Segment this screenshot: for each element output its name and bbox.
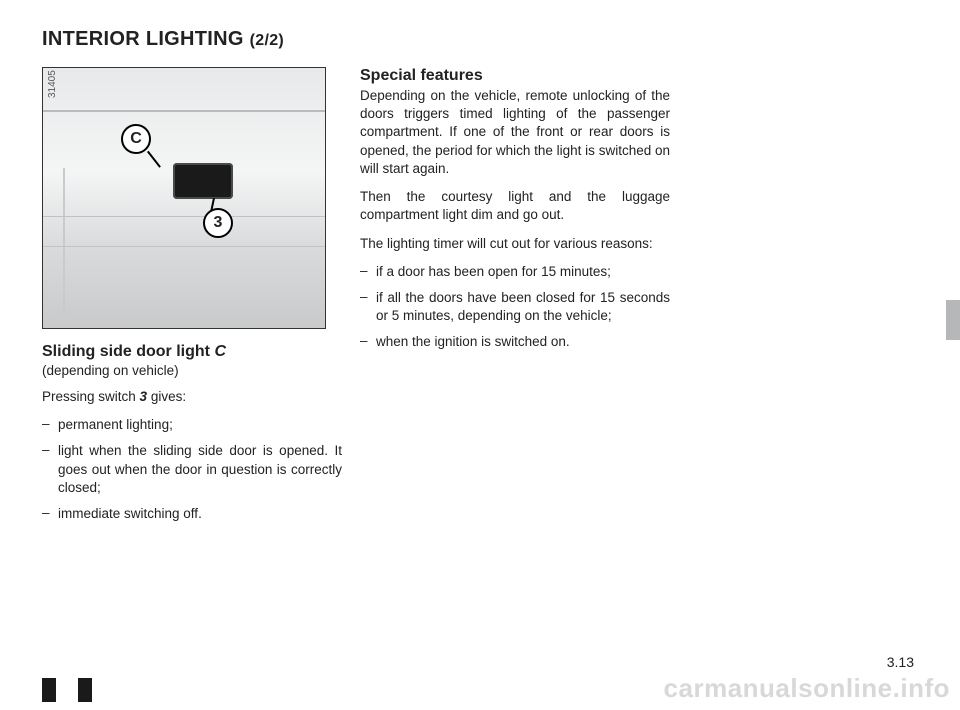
photo-id: 31405 — [47, 70, 58, 98]
content-columns: 31405 C 3 Sliding side door light C (dep… — [42, 67, 918, 531]
page-title: INTERIOR LIGHTING (2/2) — [42, 28, 918, 51]
dash: – — [360, 263, 376, 281]
press-post: gives: — [147, 389, 186, 404]
dash: – — [42, 505, 58, 523]
right-bullets: –if a door has been open for 15 minutes;… — [360, 263, 670, 352]
list-item: –if a door has been open for 15 minutes; — [360, 263, 670, 281]
title-main: INTERIOR LIGHTING — [42, 28, 244, 50]
print-mark — [42, 678, 56, 702]
print-marks — [42, 678, 92, 702]
wall-ridge — [43, 216, 325, 217]
door-light-unit — [173, 163, 233, 199]
panel-edge — [63, 168, 65, 316]
press-line: Pressing switch 3 gives: — [42, 388, 342, 406]
dash: – — [42, 416, 58, 434]
bullet-text: permanent lighting; — [58, 416, 342, 434]
print-mark — [78, 678, 92, 702]
heading-ref-c: C — [214, 343, 226, 360]
right-column: Special features Depending on the vehicl… — [360, 67, 670, 531]
left-bullets: –permanent lighting; –light when the sli… — [42, 416, 342, 523]
left-heading: Sliding side door light C — [42, 343, 342, 361]
bullet-text: when the ignition is switched on. — [376, 333, 670, 351]
paragraph: The lighting timer will cut out for vari… — [360, 235, 670, 253]
dash: – — [360, 333, 376, 351]
callout-badge-3: 3 — [203, 208, 233, 238]
wall-ridge — [43, 246, 325, 247]
list-item: –if all the doors have been closed for 1… — [360, 289, 670, 325]
chapter-tab — [946, 300, 960, 340]
title-part: (2/2) — [250, 32, 284, 49]
bullet-text: light when the sliding side door is open… — [58, 442, 342, 497]
press-pre: Pressing switch — [42, 389, 140, 404]
paragraph: Depending on the vehicle, remote unlocki… — [360, 87, 670, 178]
bullet-text: immediate switching off. — [58, 505, 342, 523]
list-item: –immediate switching off. — [42, 505, 342, 523]
page-number: 3.13 — [887, 654, 914, 670]
heading-prefix: Sliding side door light — [42, 343, 214, 360]
vehicle-note: (depending on vehicle) — [42, 363, 342, 378]
ceiling-line — [43, 110, 325, 112]
paragraph: Then the courtesy light and the luggage … — [360, 188, 670, 224]
figure-sliding-door-light: 31405 C 3 — [42, 67, 326, 329]
right-heading: Special features — [360, 67, 670, 85]
manual-page: INTERIOR LIGHTING (2/2) 31405 C 3 Slidin… — [0, 0, 960, 710]
list-item: –when the ignition is switched on. — [360, 333, 670, 351]
callout-badge-c: C — [121, 124, 151, 154]
list-item: –permanent lighting; — [42, 416, 342, 434]
watermark: carmanualsonline.info — [664, 673, 950, 704]
dash: – — [42, 442, 58, 497]
bullet-text: if a door has been open for 15 minutes; — [376, 263, 670, 281]
bullet-text: if all the doors have been closed for 15… — [376, 289, 670, 325]
left-column: 31405 C 3 Sliding side door light C (dep… — [42, 67, 342, 531]
dash: – — [360, 289, 376, 325]
list-item: –light when the sliding side door is ope… — [42, 442, 342, 497]
press-ref-3: 3 — [140, 389, 148, 404]
callout-leader — [147, 151, 161, 168]
